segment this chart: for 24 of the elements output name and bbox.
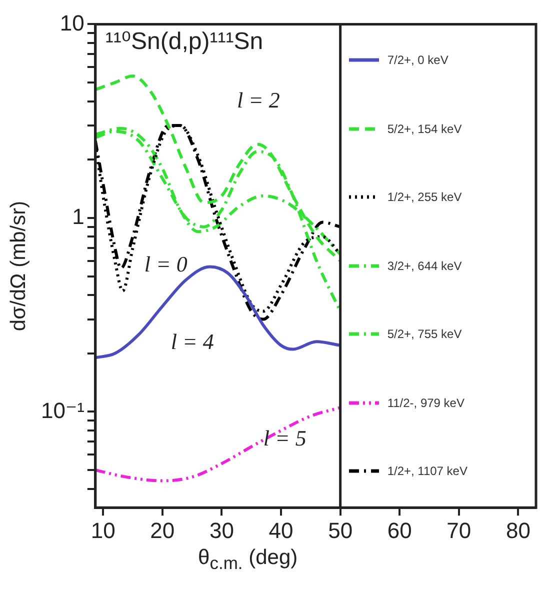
annotation: l = 4 bbox=[170, 329, 214, 354]
legend-label: 1/2+, 255 keV bbox=[387, 190, 462, 204]
x-tick-label: 30 bbox=[209, 518, 234, 543]
legend-label: 3/2+, 644 keV bbox=[387, 258, 462, 273]
x-axis-title: θ$_{c.m.}$ (deg) bbox=[197, 546, 299, 574]
y-tick-label: 10 bbox=[60, 10, 84, 36]
y-axis-title: dσ/dΩ (mb/sr) bbox=[7, 200, 31, 331]
annotation: l = 2 bbox=[236, 87, 280, 112]
x-tick-label: 50 bbox=[328, 518, 353, 543]
x-tick-label: 10 bbox=[90, 518, 116, 543]
x-tick-label: 70 bbox=[446, 518, 472, 543]
chart-title: ¹¹⁰Sn(d,p)¹¹¹Sn bbox=[105, 28, 264, 55]
annotation: l = 0 bbox=[144, 252, 188, 277]
legend-label: 11/2-, 979 keV bbox=[387, 396, 464, 410]
x-tick-label: 80 bbox=[506, 518, 530, 543]
x-tick-label: 20 bbox=[150, 518, 175, 543]
x-tick-label: 40 bbox=[268, 518, 294, 543]
y-tick-label: 10⁻¹ bbox=[40, 398, 84, 423]
legend-label: 1/2+, 1107 keV bbox=[387, 464, 468, 478]
x-tick-label: 60 bbox=[387, 518, 412, 543]
legend-label: 7/2+, 0 keV bbox=[387, 53, 448, 68]
y-tick-label: 1 bbox=[72, 204, 84, 230]
legend-label: 5/2+, 154 keV bbox=[387, 122, 462, 136]
legend-label: 5/2+, 755 keV bbox=[387, 327, 462, 342]
